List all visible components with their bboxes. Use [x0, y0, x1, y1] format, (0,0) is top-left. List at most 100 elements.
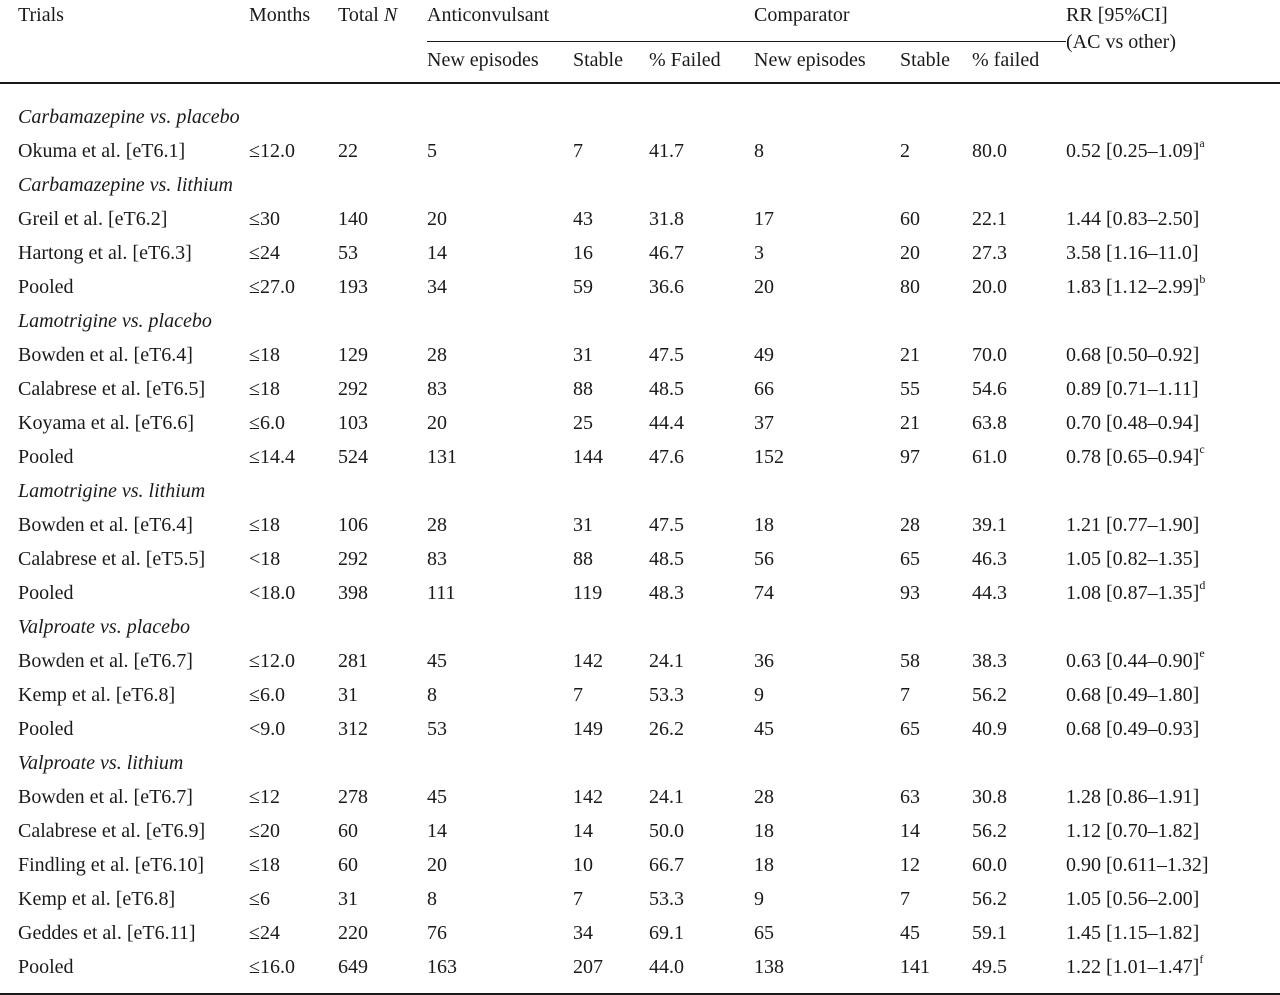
cmp-new-episodes-cell: 20	[754, 276, 775, 298]
ac-new-episodes-cell: 45	[427, 650, 447, 672]
table-row: Bowden et al. [eT6.4] ≤18 129 28 31 47.5 49 21 7…	[0, 339, 1280, 373]
ac-stable-cell: 149	[573, 718, 603, 740]
ac-new-episodes-cell: 28	[427, 344, 447, 366]
ac-stable-cell: 88	[573, 378, 593, 400]
ac-failed-cell: 31.8	[649, 208, 684, 230]
rr-value: 0.68 [0.50–0.92]	[1066, 344, 1200, 366]
rr-value: 1.22 [1.01–1.47]	[1066, 956, 1200, 978]
cmp-failed-cell: 60.0	[972, 854, 1008, 876]
cmp-stable-cell: 58	[900, 650, 921, 672]
rr-value: 1.83 [1.12–2.99]	[1066, 276, 1200, 298]
months-cell: ≤6	[249, 888, 270, 910]
section-title: Carbamazepine vs. placebo	[18, 106, 240, 128]
rr-cell: 3.58 [1.16–11.0]	[1066, 237, 1280, 271]
trial-name: Pooled	[18, 956, 74, 978]
cmp-stable-cell: 20	[900, 242, 921, 264]
ac-stable-cell: 88	[573, 548, 593, 570]
cmp-stable-cell: 7	[900, 888, 911, 910]
table-row: Findling et al. [eT6.10] ≤18 60 20 10 66.7 18 1…	[0, 849, 1280, 883]
ac-failed-cell: 47.5	[649, 344, 684, 366]
table-row: Bowden et al. [eT6.7] ≤12.0 281 45 142 24.1 36…	[0, 645, 1280, 679]
months-cell: <18.0	[249, 582, 296, 604]
table-row: Pooled ≤16.0 649 163 207 44.0 138 141 49.5 1.22 […	[0, 951, 1280, 985]
ac-stable-cell: 7	[573, 684, 583, 706]
cmp-failed-cell: 27.3	[972, 242, 1008, 264]
cmp-stable-cell: 55	[900, 378, 921, 400]
total-n-cell: 60	[338, 854, 358, 876]
ac-stable-cell: 31	[573, 344, 593, 366]
cmp-new-episodes-cell: 17	[754, 208, 775, 230]
ac-new-episodes-cell: 14	[427, 820, 447, 842]
header-total-n: Total N	[338, 0, 427, 83]
ac-failed-cell: 46.7	[649, 242, 684, 264]
total-n-cell: 292	[338, 548, 368, 570]
rr-value: 0.89 [0.71–1.11]	[1066, 378, 1199, 400]
footnote-marker: d	[1199, 578, 1206, 593]
table-row: Geddes et al. [eT6.11] ≤24 220 76 34 69.1 65 45…	[0, 917, 1280, 951]
header-cmp-failed: % failed	[972, 49, 1040, 71]
ac-new-episodes-cell: 5	[427, 140, 437, 162]
rr-cell: 0.68 [0.49–0.93]	[1066, 713, 1280, 747]
ac-failed-cell: 53.3	[649, 684, 684, 706]
table-header: Trials Months Total N Anticonvulsant Com…	[0, 0, 1280, 101]
rr-cell: 0.70 [0.48–0.94]	[1066, 407, 1280, 441]
ac-new-episodes-cell: 14	[427, 242, 447, 264]
ac-failed-cell: 36.6	[649, 276, 684, 298]
cmp-failed-cell: 63.8	[972, 412, 1008, 434]
cmp-stable-cell: 7	[900, 684, 911, 706]
rr-value: 1.45 [1.15–1.82]	[1066, 922, 1200, 944]
ac-failed-cell: 24.1	[649, 786, 684, 808]
trial-name: Koyama et al. [eT6.6]	[18, 412, 195, 434]
ac-stable-cell: 16	[573, 242, 593, 264]
rr-cell: 1.05 [0.82–1.35]	[1066, 543, 1280, 577]
section-header-row: Carbamazepine vs. placebo	[0, 101, 1280, 135]
table-row: Calabrese et al. [eT5.5] <18 292 83 88 48.5 56…	[0, 543, 1280, 577]
footnote-marker: c	[1199, 442, 1205, 457]
table-row: Bowden et al. [eT6.7] ≤12 278 45 142 24.1 28 63…	[0, 781, 1280, 815]
header-ac-stable: Stable	[573, 49, 623, 71]
cmp-new-episodes-cell: 36	[754, 650, 775, 672]
rr-value: 1.05 [0.82–1.35]	[1066, 548, 1200, 570]
table-row: Kemp et al. [eT6.8] ≤6.0 31 8 7 53.3 9 7 56.2 0.6…	[0, 679, 1280, 713]
months-cell: ≤20	[249, 820, 280, 842]
section-title: Valproate vs. placebo	[18, 616, 191, 638]
cmp-new-episodes-cell: 9	[754, 888, 765, 910]
cmp-new-episodes-cell: 3	[754, 242, 765, 264]
months-cell: ≤30	[249, 208, 280, 230]
total-n-cell: 278	[338, 786, 368, 808]
table-row: Pooled ≤27.0 193 34 59 36.6 20 80 20.0 1.83 [1.12…	[0, 271, 1280, 305]
cmp-new-episodes-cell: 18	[754, 820, 775, 842]
cmp-failed-cell: 30.8	[972, 786, 1008, 808]
total-n-cell: 22	[338, 140, 358, 162]
cmp-failed-cell: 59.1	[972, 922, 1008, 944]
ac-failed-cell: 48.3	[649, 582, 684, 604]
months-cell: ≤12	[249, 786, 280, 808]
table-row: Calabrese et al. [eT6.5] ≤18 292 83 88 48.5 66…	[0, 373, 1280, 407]
cmp-failed-cell: 46.3	[972, 548, 1008, 570]
rr-cell: 0.68 [0.50–0.92]	[1066, 339, 1280, 373]
ac-failed-cell: 66.7	[649, 854, 684, 876]
trial-name: Calabrese et al. [eT5.5]	[18, 548, 206, 570]
ac-failed-cell: 48.5	[649, 548, 684, 570]
trial-name: Geddes et al. [eT6.11]	[18, 922, 196, 944]
cmp-stable-cell: 21	[900, 412, 921, 434]
cmp-stable-cell: 80	[900, 276, 921, 298]
trial-name: Pooled	[18, 446, 74, 468]
cmp-stable-cell: 60	[900, 208, 921, 230]
months-cell: ≤12.0	[249, 650, 295, 672]
ac-new-episodes-cell: 45	[427, 786, 447, 808]
cmp-failed-cell: 38.3	[972, 650, 1008, 672]
rr-value: 0.68 [0.49–0.93]	[1066, 718, 1200, 740]
cmp-stable-cell: 2	[900, 140, 911, 162]
section-header-row: Lamotrigine vs. lithium	[0, 475, 1280, 509]
ac-failed-cell: 44.4	[649, 412, 684, 434]
table-row: Koyama et al. [eT6.6] ≤6.0 103 20 25 44.4 37 21…	[0, 407, 1280, 441]
cmp-stable-cell: 65	[900, 548, 921, 570]
rr-cell: 0.89 [0.71–1.11]	[1066, 373, 1280, 407]
cmp-new-episodes-cell: 37	[754, 412, 775, 434]
rr-cell: 1.05 [0.56–2.00]	[1066, 883, 1280, 917]
footnote-marker: b	[1199, 272, 1206, 287]
ac-failed-cell: 48.5	[649, 378, 684, 400]
total-n-cell: 398	[338, 582, 368, 604]
cmp-stable-cell: 21	[900, 344, 921, 366]
